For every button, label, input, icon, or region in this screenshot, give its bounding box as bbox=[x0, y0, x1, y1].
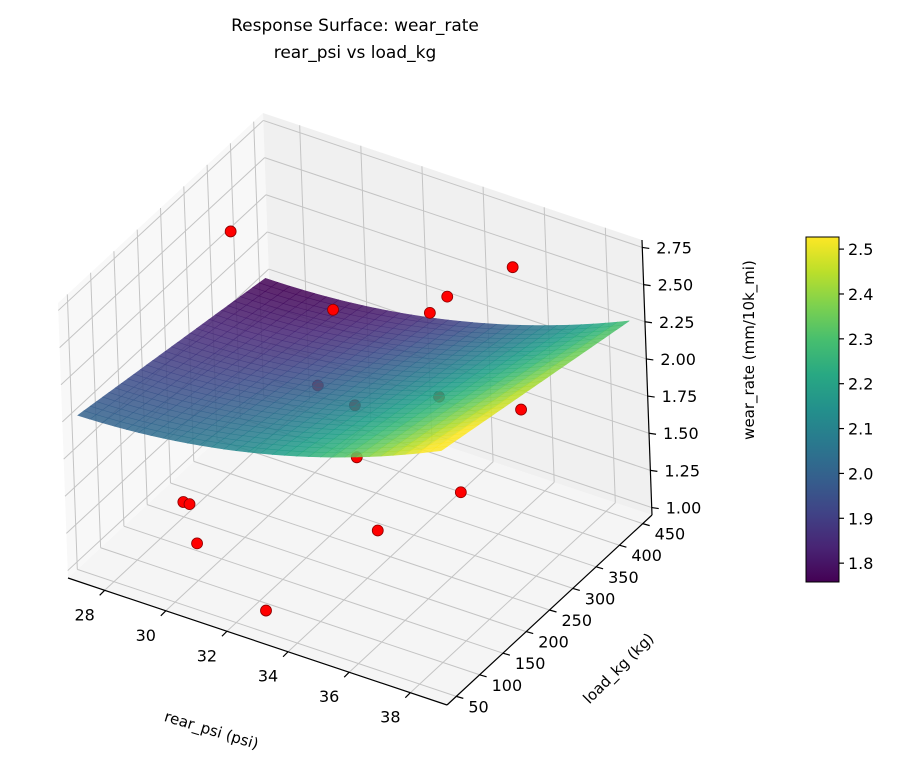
colorbar-tick-label: 2.1 bbox=[848, 420, 873, 439]
x-tick-label: 38 bbox=[380, 708, 400, 727]
response-surface bbox=[77, 277, 630, 458]
z-axis-line bbox=[641, 239, 653, 516]
colorbar-tick-label: 2.5 bbox=[848, 240, 873, 259]
y-grid-line bbox=[216, 439, 597, 568]
y-tick-label: 350 bbox=[608, 568, 639, 587]
y-tick-label: 450 bbox=[655, 525, 686, 544]
y-grid-line bbox=[100, 547, 480, 676]
chart-title: Response Surface: wear_rate bbox=[231, 16, 479, 36]
data-point bbox=[441, 290, 454, 303]
y-grid-line bbox=[77, 568, 457, 697]
y-tick bbox=[572, 587, 580, 591]
z-tick bbox=[643, 284, 651, 287]
z-tick bbox=[644, 321, 653, 324]
y-tick bbox=[456, 695, 464, 699]
y-tick bbox=[595, 566, 604, 570]
y-tick bbox=[619, 544, 627, 548]
data-point bbox=[371, 524, 384, 537]
z-tick bbox=[646, 358, 654, 361]
y-tick-label: 300 bbox=[585, 589, 616, 608]
z-grid-line bbox=[263, 119, 643, 248]
data-point bbox=[327, 303, 339, 316]
z-tick bbox=[648, 432, 657, 435]
z-axis-label: wear_rate (mm/10k_mi) bbox=[740, 260, 759, 440]
colorbar-tick-label: 2.4 bbox=[848, 285, 873, 304]
data-point bbox=[423, 306, 436, 319]
x-tick bbox=[343, 671, 350, 678]
x-tick bbox=[404, 692, 411, 699]
z-tick bbox=[647, 395, 655, 398]
colorbar-tick-label: 2.3 bbox=[848, 330, 873, 349]
y-grid-line bbox=[136, 229, 148, 505]
y-grid-line bbox=[147, 504, 527, 633]
z-grid-line bbox=[61, 231, 268, 423]
y-grid-line bbox=[193, 460, 573, 589]
z-grid-line bbox=[57, 120, 264, 311]
y-grid-line bbox=[66, 294, 78, 570]
y-tick-label: 100 bbox=[492, 676, 523, 695]
x-tick bbox=[282, 651, 289, 658]
surface-patch bbox=[429, 445, 448, 453]
chart-subtitle: rear_psi vs load_kg bbox=[274, 43, 437, 63]
y-tick-label: 400 bbox=[631, 546, 662, 565]
z-tick bbox=[651, 506, 659, 510]
x-tick-label: 32 bbox=[197, 646, 217, 665]
y-tick bbox=[549, 609, 557, 613]
z-tick-label: 1.50 bbox=[663, 424, 699, 443]
colorbar-tick-label: 2.0 bbox=[848, 464, 873, 483]
colorbar-tick-label: 1.9 bbox=[848, 509, 873, 528]
z-tick-label: 2.50 bbox=[658, 276, 694, 295]
y-tick-label: 200 bbox=[538, 633, 569, 652]
data-point bbox=[260, 604, 272, 617]
x-axis-line bbox=[67, 577, 448, 706]
y-tick bbox=[526, 631, 534, 635]
colorbar-tick-label: 2.2 bbox=[848, 375, 873, 394]
z-grid-line bbox=[59, 157, 265, 348]
z-grid-line bbox=[265, 194, 646, 323]
y-tick-label: 150 bbox=[515, 654, 546, 673]
x-tick-label: 30 bbox=[136, 626, 156, 645]
z-tick-label: 2.25 bbox=[659, 313, 695, 332]
data-point bbox=[191, 537, 203, 550]
data-point bbox=[224, 225, 237, 238]
y-tick bbox=[479, 674, 487, 678]
y-axis-label: load_kg (kg) bbox=[579, 629, 658, 708]
z-tick-label: 2.00 bbox=[660, 350, 696, 369]
x-axis-label: rear_psi (psi) bbox=[162, 707, 261, 754]
x-tick bbox=[160, 610, 167, 617]
data-point bbox=[506, 261, 519, 274]
z-tick-label: 1.75 bbox=[662, 387, 698, 406]
x-tick-label: 36 bbox=[319, 687, 339, 706]
data-point bbox=[515, 403, 527, 416]
y-tick bbox=[502, 652, 511, 656]
y-tick-label: 250 bbox=[562, 611, 593, 630]
scatter-points-above bbox=[224, 225, 519, 319]
x-grid-line bbox=[604, 227, 616, 503]
y-grid-line bbox=[170, 482, 550, 611]
z-tick-label: 1.25 bbox=[664, 461, 700, 480]
z-tick bbox=[642, 246, 650, 250]
z-tick-label: 2.75 bbox=[656, 238, 692, 257]
z-tick-label: 1.00 bbox=[666, 499, 702, 518]
x-tick bbox=[99, 589, 106, 596]
x-tick-label: 28 bbox=[74, 605, 94, 624]
y-tick-label: 50 bbox=[468, 697, 488, 716]
x-tick bbox=[221, 630, 228, 637]
z-grid-line bbox=[264, 157, 644, 286]
data-point bbox=[454, 486, 467, 499]
y-grid-line bbox=[123, 525, 504, 654]
z-tick bbox=[650, 469, 658, 472]
colorbar: 1.8 1.9 2.0 2.1 2.2 2.3 2.4 2.5 bbox=[805, 236, 873, 583]
colorbar-tick-label: 1.8 bbox=[848, 554, 873, 573]
colorbar-gradient bbox=[805, 236, 840, 583]
x-tick-label: 34 bbox=[258, 667, 278, 686]
y-tick bbox=[642, 523, 650, 527]
data-point bbox=[183, 498, 196, 511]
